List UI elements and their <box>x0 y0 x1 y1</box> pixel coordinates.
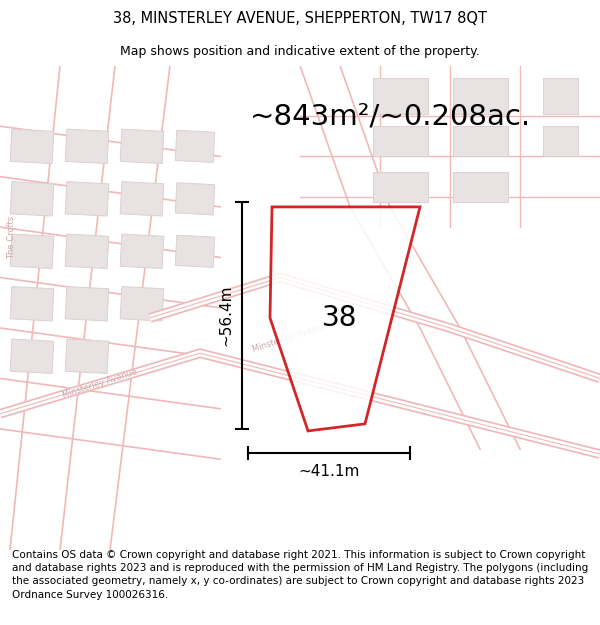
Polygon shape <box>10 182 54 216</box>
Polygon shape <box>65 234 109 269</box>
Text: Minsterley Avenue: Minsterley Avenue <box>61 367 139 400</box>
Polygon shape <box>542 78 577 114</box>
Polygon shape <box>452 172 508 202</box>
Text: 38: 38 <box>322 304 358 332</box>
Polygon shape <box>373 78 427 114</box>
Polygon shape <box>175 182 215 215</box>
Text: Contains OS data © Crown copyright and database right 2021. This information is : Contains OS data © Crown copyright and d… <box>12 550 588 599</box>
Polygon shape <box>65 182 109 216</box>
Polygon shape <box>542 126 577 156</box>
Text: Minsterley Avenue: Minsterley Avenue <box>251 322 329 354</box>
Polygon shape <box>10 129 54 164</box>
Polygon shape <box>120 234 164 269</box>
Polygon shape <box>120 182 164 216</box>
Polygon shape <box>65 286 109 321</box>
Polygon shape <box>452 126 508 156</box>
Polygon shape <box>373 126 427 156</box>
Polygon shape <box>65 339 109 374</box>
Polygon shape <box>270 207 420 431</box>
Text: ~56.4m: ~56.4m <box>218 284 233 346</box>
Polygon shape <box>10 286 54 321</box>
Polygon shape <box>452 78 508 114</box>
Polygon shape <box>10 234 54 269</box>
Polygon shape <box>175 130 215 162</box>
Polygon shape <box>175 235 215 268</box>
Polygon shape <box>10 339 54 374</box>
Polygon shape <box>120 129 164 164</box>
Polygon shape <box>120 286 164 321</box>
Polygon shape <box>373 172 427 202</box>
Text: ~843m²/~0.208ac.: ~843m²/~0.208ac. <box>250 102 530 130</box>
Text: ~41.1m: ~41.1m <box>298 464 359 479</box>
Polygon shape <box>65 129 109 164</box>
Text: Map shows position and indicative extent of the property.: Map shows position and indicative extent… <box>120 45 480 58</box>
Text: The Crofts: The Crofts <box>7 216 17 259</box>
Text: 38, MINSTERLEY AVENUE, SHEPPERTON, TW17 8QT: 38, MINSTERLEY AVENUE, SHEPPERTON, TW17 … <box>113 11 487 26</box>
